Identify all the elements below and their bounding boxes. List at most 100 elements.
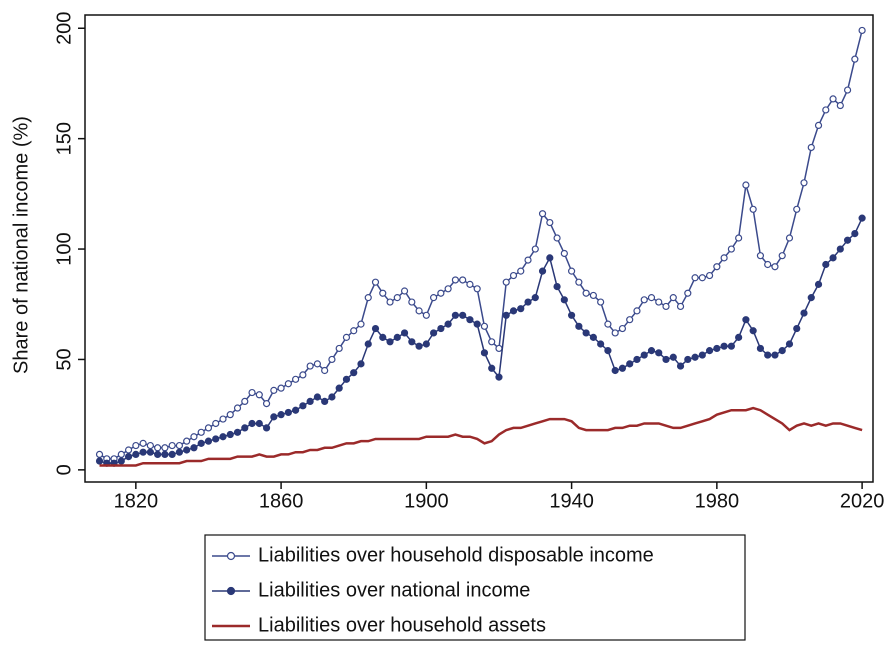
point-marker xyxy=(183,437,191,445)
point-marker xyxy=(292,406,300,414)
point-marker xyxy=(611,329,619,337)
point-marker xyxy=(720,342,728,350)
point-marker xyxy=(647,347,656,355)
point-marker xyxy=(364,340,372,348)
point-marker xyxy=(393,333,401,341)
point-marker xyxy=(146,448,154,456)
point-marker xyxy=(829,254,837,262)
point-marker xyxy=(335,384,343,392)
point-marker xyxy=(321,397,329,406)
point-marker xyxy=(161,450,169,458)
point-marker xyxy=(204,424,213,432)
point-marker xyxy=(270,386,278,394)
point-marker xyxy=(691,274,699,282)
point-marker xyxy=(190,444,198,452)
point-marker xyxy=(255,391,263,399)
point-marker xyxy=(444,320,452,328)
point-marker xyxy=(676,302,685,311)
point-marker xyxy=(843,236,852,244)
point-marker xyxy=(822,106,830,114)
point-marker xyxy=(408,298,416,306)
point-marker xyxy=(168,441,176,450)
point-marker xyxy=(756,252,765,260)
point-marker xyxy=(742,316,750,324)
point-marker xyxy=(655,298,663,306)
point-marker xyxy=(626,316,634,324)
point-marker xyxy=(531,294,539,302)
point-marker xyxy=(582,329,590,337)
point-marker xyxy=(415,342,423,350)
point-marker xyxy=(488,338,496,346)
point-marker xyxy=(698,351,706,359)
point-marker xyxy=(408,338,416,346)
point-marker xyxy=(691,353,699,361)
point-marker xyxy=(633,307,641,315)
point-marker xyxy=(756,344,765,353)
point-marker xyxy=(662,302,670,311)
point-marker xyxy=(313,360,322,368)
point-marker xyxy=(183,446,191,454)
x-tick-label: 2020 xyxy=(840,490,885,512)
point-marker xyxy=(95,457,104,465)
point-marker xyxy=(459,311,467,319)
point-marker xyxy=(546,218,554,227)
point-marker xyxy=(371,324,380,333)
point-marker xyxy=(538,267,547,275)
x-tick-label: 1820 xyxy=(114,490,159,512)
point-marker xyxy=(451,311,459,319)
point-marker xyxy=(466,316,474,324)
point-marker xyxy=(727,245,735,253)
point-marker xyxy=(466,280,474,288)
point-marker xyxy=(764,260,772,269)
point-marker xyxy=(306,362,314,370)
point-marker xyxy=(146,441,154,450)
point-marker xyxy=(560,249,568,258)
point-marker xyxy=(851,55,859,63)
point-marker xyxy=(386,298,394,306)
point-marker xyxy=(567,311,576,319)
point-marker xyxy=(124,453,133,461)
point-marker xyxy=(248,419,256,428)
point-marker xyxy=(800,309,808,317)
x-tick-label: 1860 xyxy=(259,490,304,512)
point-marker xyxy=(669,353,677,361)
point-marker xyxy=(248,388,256,397)
point-marker xyxy=(270,413,278,421)
point-marker xyxy=(473,285,481,293)
point-marker xyxy=(647,294,656,302)
point-marker xyxy=(459,276,467,284)
point-marker xyxy=(771,263,779,271)
point-marker xyxy=(197,428,205,436)
point-marker xyxy=(705,271,714,280)
point-marker xyxy=(807,294,815,302)
point-marker xyxy=(226,430,234,439)
point-marker xyxy=(604,320,612,328)
point-marker xyxy=(705,347,714,355)
point-marker xyxy=(597,340,605,348)
point-marker xyxy=(277,384,285,392)
y-tick-label: 200 xyxy=(53,12,75,45)
legend-label: Liabilities over national income xyxy=(258,579,530,601)
point-marker xyxy=(800,179,808,187)
point-marker xyxy=(342,375,351,383)
point-marker xyxy=(640,351,648,359)
point-marker xyxy=(430,294,438,302)
point-marker xyxy=(582,289,590,297)
point-marker xyxy=(538,210,547,218)
point-marker xyxy=(611,366,619,375)
point-marker xyxy=(393,294,401,302)
point-marker xyxy=(822,260,830,269)
legend-label: Liabilities over household assets xyxy=(258,614,546,636)
point-marker xyxy=(676,362,685,370)
point-marker xyxy=(502,278,510,286)
point-marker xyxy=(480,349,489,357)
point-marker xyxy=(422,311,430,319)
point-marker xyxy=(604,347,612,355)
point-marker xyxy=(495,344,503,353)
point-marker xyxy=(778,347,786,355)
point-marker xyxy=(132,450,140,458)
point-marker xyxy=(422,340,430,348)
point-marker xyxy=(618,324,627,333)
point-marker xyxy=(233,428,242,436)
point-marker xyxy=(219,433,227,441)
